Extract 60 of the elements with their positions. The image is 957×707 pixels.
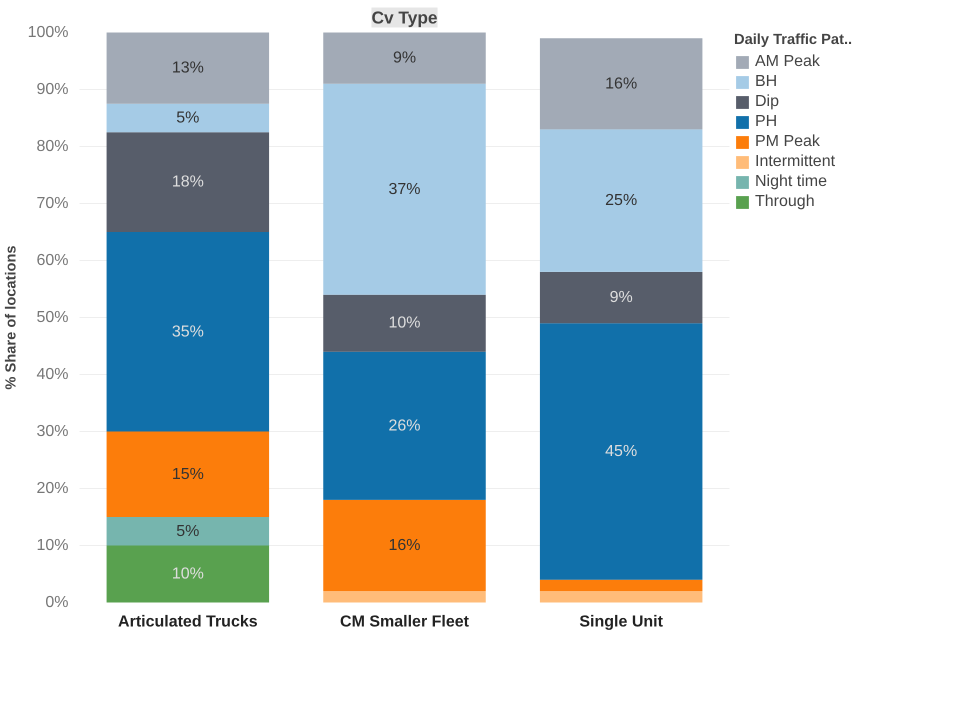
legend-label: Intermittent (755, 153, 836, 171)
y-axis-title: % Share of locations (4, 245, 20, 390)
data-label: 25% (605, 192, 638, 210)
data-label: 13% (172, 60, 204, 77)
bar (323, 84, 486, 295)
y-tick-label: 60% (36, 252, 69, 269)
legend-label: PH (755, 113, 778, 131)
y-tick-label: 90% (36, 81, 69, 98)
bar (106, 517, 270, 546)
bar (540, 323, 702, 580)
bar (323, 500, 486, 592)
y-tick-label: 10% (36, 537, 69, 554)
legend-label: Night time (755, 173, 828, 191)
y-tick-label: 20% (36, 480, 69, 497)
bar (323, 294, 486, 352)
legend-label: AM Peak (755, 53, 820, 71)
x-tick-label: Single Unit (579, 614, 664, 630)
data-label: 45% (605, 442, 638, 460)
y-tick-label: 80% (36, 138, 69, 155)
legend-label: Dip (755, 93, 780, 111)
bar (323, 352, 486, 500)
y-tick-label: 100% (28, 24, 68, 41)
data-label: 16% (605, 75, 638, 92)
data-label: 26% (388, 417, 421, 434)
bar (106, 32, 270, 104)
chart-title: Cv Type (371, 8, 438, 28)
bar (540, 129, 702, 272)
bar (540, 580, 702, 592)
bar (106, 546, 270, 602)
data-label: 37% (388, 180, 421, 198)
data-label: 5% (176, 110, 200, 126)
legend-label: Through (755, 193, 815, 211)
bar (540, 591, 702, 602)
y-tick-label: 30% (36, 423, 69, 440)
data-label: 9% (610, 289, 633, 306)
data-label: 10% (172, 566, 204, 582)
data-label: 15% (172, 466, 204, 483)
x-tick-label: Articulated Trucks (118, 614, 258, 630)
y-tick-label: 70% (36, 195, 69, 212)
bar (540, 272, 702, 324)
bar (323, 591, 486, 602)
y-tick-label: 0% (45, 594, 68, 611)
y-tick-label: 40% (36, 366, 69, 383)
data-label: 18% (172, 174, 204, 191)
y-tick-label: 50% (36, 309, 69, 326)
legend-label: BH (755, 73, 778, 91)
data-label: 5% (176, 522, 200, 540)
legend-title: Daily Traffic Pat.. (734, 32, 852, 48)
data-label: 10% (388, 314, 421, 332)
bar (540, 38, 702, 130)
bar (106, 232, 270, 432)
bar (106, 432, 270, 517)
bar (323, 32, 486, 84)
legend-label: PM Peak (755, 133, 820, 151)
bar (106, 132, 270, 232)
data-label: 16% (388, 537, 421, 554)
bar (106, 104, 270, 132)
data-label: 35% (172, 323, 204, 340)
x-tick-label: CM Smaller Fleet (340, 614, 470, 630)
data-label: 9% (392, 50, 416, 67)
